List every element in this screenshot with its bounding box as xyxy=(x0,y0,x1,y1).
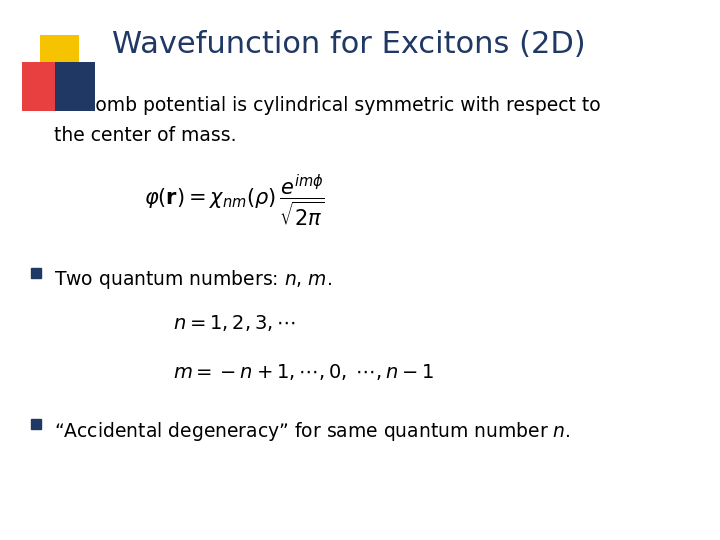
Text: “Accidental degeneracy” for same quantum number $n$.: “Accidental degeneracy” for same quantum… xyxy=(54,420,570,443)
Text: Two quantum numbers: $n$, $m$.: Two quantum numbers: $n$, $m$. xyxy=(54,268,332,292)
Text: $n = 1, 2, 3, \cdots$: $n = 1, 2, 3, \cdots$ xyxy=(173,313,295,333)
Text: the center of mass.: the center of mass. xyxy=(54,126,236,145)
Text: $\varphi(\mathbf{r}) = \chi_{nm}(\rho)\,\dfrac{e^{im\phi}}{\sqrt{2\pi}}$: $\varphi(\mathbf{r}) = \chi_{nm}(\rho)\,… xyxy=(144,173,325,229)
Text: Coulomb potential is cylindrical symmetric with respect to: Coulomb potential is cylindrical symmetr… xyxy=(54,96,600,114)
Text: $m = -n+1, \cdots, 0,\; \cdots, n-1$: $m = -n+1, \cdots, 0,\; \cdots, n-1$ xyxy=(173,362,434,382)
Text: Wavefunction for Excitons (2D): Wavefunction for Excitons (2D) xyxy=(112,30,585,59)
